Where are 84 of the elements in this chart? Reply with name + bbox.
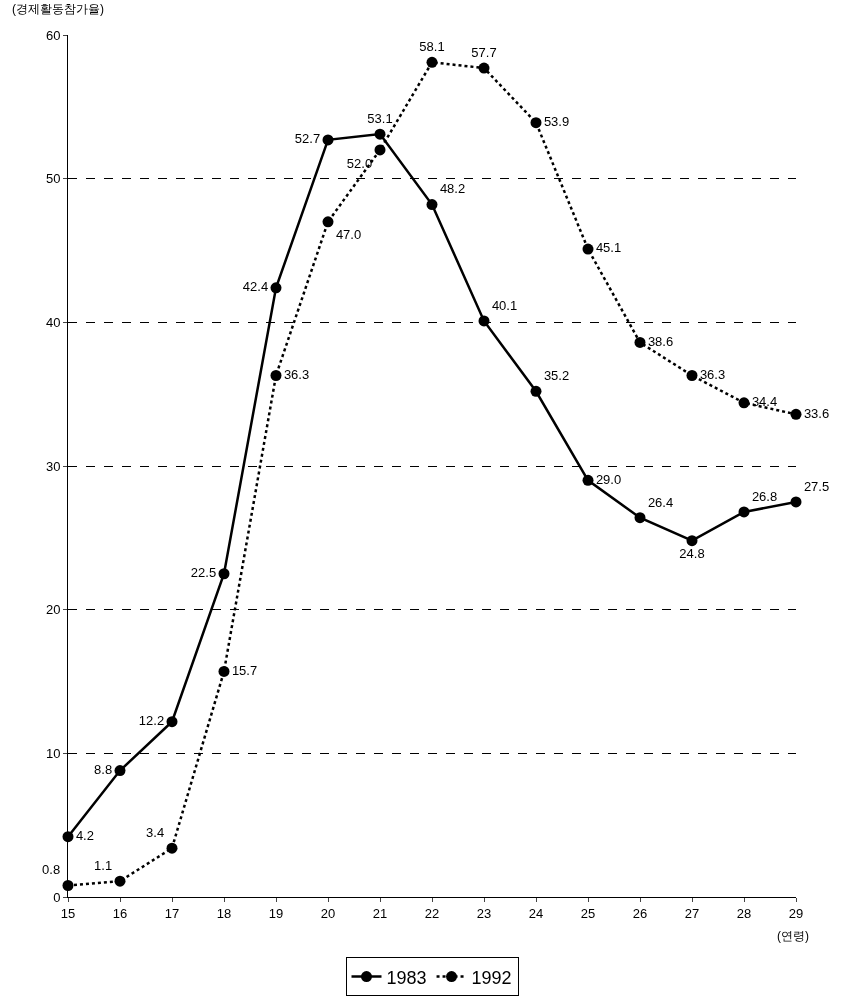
data-label: 38.6 bbox=[647, 333, 674, 349]
data-label: 26.4 bbox=[647, 494, 674, 510]
point bbox=[166, 716, 178, 728]
y-tick-label: 50 bbox=[45, 171, 61, 187]
x-axis-title: (연령) bbox=[777, 929, 809, 943]
data-label: 4.2 bbox=[75, 827, 94, 843]
point bbox=[530, 117, 542, 129]
data-label: 8.8 bbox=[94, 761, 113, 777]
x-tick-label: 18 bbox=[216, 905, 232, 921]
point bbox=[582, 474, 594, 486]
point bbox=[738, 397, 750, 409]
point bbox=[374, 144, 386, 156]
data-label: 58.1 bbox=[419, 39, 445, 55]
data-label: 52.7 bbox=[294, 131, 321, 147]
y-tick-label: 20 bbox=[45, 602, 61, 618]
point bbox=[426, 56, 438, 68]
point bbox=[634, 336, 646, 348]
data-label: 22.5 bbox=[190, 565, 217, 580]
data-label: 42.4 bbox=[242, 279, 269, 295]
y-tick-label: 0 bbox=[53, 889, 61, 905]
x-tick-label: 26 bbox=[632, 905, 648, 921]
x-tick-label: 19 bbox=[268, 905, 284, 921]
data-label: 53.9 bbox=[543, 113, 570, 129]
point bbox=[790, 496, 802, 508]
y-tick-label: 60 bbox=[45, 27, 61, 43]
x-tick-label: 23 bbox=[476, 905, 492, 921]
data-label: 24.8 bbox=[679, 546, 705, 562]
point bbox=[166, 842, 178, 854]
data-label: 47.0 bbox=[335, 227, 362, 243]
x-tick-label: 21 bbox=[372, 905, 388, 921]
point bbox=[218, 665, 230, 677]
point bbox=[478, 315, 490, 327]
point bbox=[686, 369, 698, 381]
data-label: 57.7 bbox=[471, 44, 497, 60]
data-label: 3.4 bbox=[146, 825, 165, 841]
point bbox=[114, 875, 126, 887]
point bbox=[426, 199, 438, 211]
x-tick-label: 27 bbox=[684, 905, 700, 921]
point bbox=[478, 62, 490, 74]
data-label: 36.3 bbox=[283, 366, 310, 382]
point bbox=[634, 512, 646, 524]
data-label: 12.2 bbox=[138, 712, 165, 728]
y-tick-label: 30 bbox=[45, 458, 61, 474]
x-tick-label: 25 bbox=[580, 905, 596, 921]
x-tick-label: 15 bbox=[60, 905, 76, 921]
data-label: 45.1 bbox=[595, 240, 622, 256]
data-label: 52.0 bbox=[346, 155, 373, 171]
y-axis-title: (경제활동참가율) bbox=[12, 2, 104, 16]
data-label: 48.2 bbox=[439, 181, 466, 197]
point bbox=[322, 216, 334, 228]
point bbox=[270, 369, 282, 381]
y-tick-label: 40 bbox=[45, 314, 61, 330]
data-label: 36.3 bbox=[699, 366, 726, 382]
data-label: 0.8 bbox=[42, 862, 61, 878]
legend-label: 1992 bbox=[471, 967, 512, 988]
data-label: 40.1 bbox=[491, 297, 518, 313]
point bbox=[530, 385, 542, 397]
x-tick-label: 16 bbox=[112, 905, 128, 921]
point bbox=[114, 765, 126, 777]
x-tick-label: 24 bbox=[528, 905, 544, 921]
data-label: 33.6 bbox=[803, 405, 830, 421]
data-label: 34.4 bbox=[751, 394, 778, 410]
x-tick-label: 28 bbox=[736, 905, 752, 921]
data-label: 1.1 bbox=[94, 858, 113, 874]
point bbox=[790, 408, 802, 420]
point bbox=[218, 568, 230, 580]
data-label: 53.1 bbox=[367, 111, 393, 126]
data-label: 15.7 bbox=[231, 662, 258, 678]
x-tick-label: 20 bbox=[320, 905, 336, 921]
point bbox=[374, 128, 386, 140]
y-tick-label: 10 bbox=[45, 745, 61, 761]
legend-label: 1983 bbox=[386, 967, 427, 988]
x-tick-label: 29 bbox=[788, 905, 804, 921]
point bbox=[582, 243, 594, 255]
point bbox=[270, 282, 282, 294]
data-label: 29.0 bbox=[595, 471, 622, 487]
x-tick-label: 17 bbox=[164, 905, 180, 921]
point bbox=[322, 134, 334, 146]
x-tick-label: 22 bbox=[424, 905, 440, 921]
point bbox=[738, 506, 750, 518]
point bbox=[686, 535, 698, 547]
data-label: 26.8 bbox=[751, 488, 778, 504]
data-label: 27.5 bbox=[803, 478, 830, 494]
data-label: 35.2 bbox=[543, 368, 570, 384]
